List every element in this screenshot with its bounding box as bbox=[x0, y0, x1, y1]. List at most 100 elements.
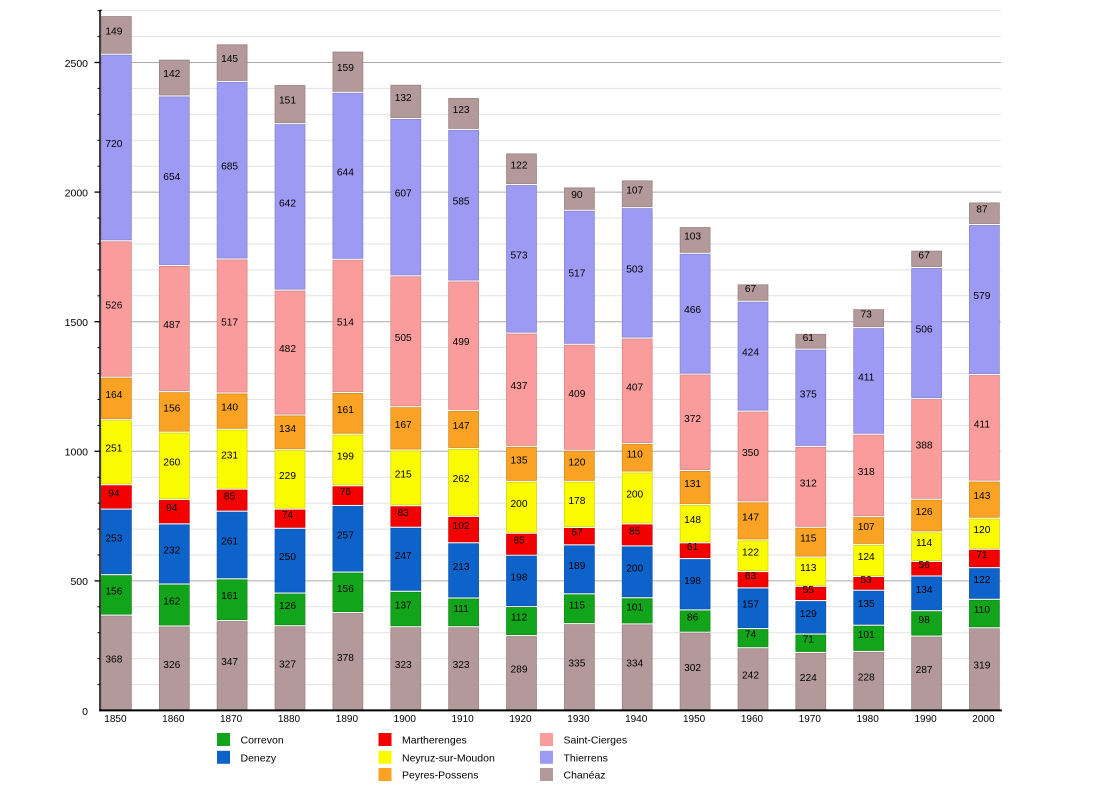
svg-text:654: 654 bbox=[163, 172, 180, 183]
svg-text:120: 120 bbox=[973, 525, 990, 536]
svg-text:1930: 1930 bbox=[567, 714, 590, 725]
svg-text:378: 378 bbox=[337, 653, 354, 664]
svg-text:517: 517 bbox=[568, 269, 585, 280]
svg-text:110: 110 bbox=[627, 449, 644, 460]
svg-text:63: 63 bbox=[745, 571, 757, 582]
svg-text:135: 135 bbox=[511, 455, 528, 466]
svg-text:388: 388 bbox=[916, 441, 933, 452]
svg-text:1000: 1000 bbox=[65, 447, 89, 459]
svg-text:131: 131 bbox=[684, 479, 701, 490]
svg-text:120: 120 bbox=[568, 457, 585, 468]
svg-text:213: 213 bbox=[453, 562, 470, 573]
svg-text:161: 161 bbox=[337, 405, 354, 416]
svg-text:178: 178 bbox=[568, 496, 585, 507]
svg-text:Thierrens: Thierrens bbox=[564, 752, 608, 764]
svg-text:164: 164 bbox=[105, 390, 122, 401]
svg-text:198: 198 bbox=[511, 572, 528, 583]
svg-text:1850: 1850 bbox=[104, 714, 127, 725]
svg-text:579: 579 bbox=[973, 291, 990, 302]
svg-text:156: 156 bbox=[337, 584, 354, 595]
svg-text:67: 67 bbox=[918, 250, 930, 261]
svg-text:199: 199 bbox=[337, 452, 354, 463]
svg-text:312: 312 bbox=[800, 478, 817, 489]
svg-text:61: 61 bbox=[803, 333, 815, 344]
svg-text:107: 107 bbox=[626, 185, 643, 196]
svg-text:1500: 1500 bbox=[65, 317, 89, 329]
svg-text:53: 53 bbox=[861, 575, 873, 586]
svg-text:1980: 1980 bbox=[857, 714, 880, 725]
svg-text:499: 499 bbox=[453, 337, 470, 348]
svg-text:71: 71 bbox=[803, 635, 815, 646]
svg-text:85: 85 bbox=[224, 492, 236, 503]
svg-text:Denezy: Denezy bbox=[241, 752, 277, 764]
svg-text:Martherenges: Martherenges bbox=[402, 735, 467, 747]
svg-text:67: 67 bbox=[571, 528, 583, 539]
svg-text:56: 56 bbox=[918, 560, 930, 571]
svg-text:135: 135 bbox=[858, 599, 875, 610]
svg-text:142: 142 bbox=[163, 69, 180, 80]
svg-text:347: 347 bbox=[221, 657, 238, 668]
svg-text:424: 424 bbox=[742, 348, 759, 359]
svg-text:101: 101 bbox=[626, 602, 643, 613]
svg-text:Peyres-Possens: Peyres-Possens bbox=[402, 770, 478, 782]
svg-text:147: 147 bbox=[453, 421, 470, 432]
svg-text:228: 228 bbox=[858, 673, 875, 684]
svg-text:2500: 2500 bbox=[65, 58, 89, 70]
svg-text:368: 368 bbox=[105, 654, 122, 665]
svg-text:1880: 1880 bbox=[278, 714, 301, 725]
svg-text:411: 411 bbox=[858, 372, 875, 383]
svg-text:Correvon: Correvon bbox=[241, 735, 284, 747]
svg-text:73: 73 bbox=[861, 310, 873, 321]
svg-text:505: 505 bbox=[395, 333, 412, 344]
svg-text:514: 514 bbox=[337, 317, 354, 328]
svg-text:74: 74 bbox=[745, 630, 757, 641]
svg-text:1900: 1900 bbox=[394, 714, 417, 725]
svg-text:94: 94 bbox=[108, 488, 120, 499]
svg-text:156: 156 bbox=[163, 403, 180, 414]
svg-text:411: 411 bbox=[974, 419, 991, 430]
svg-text:1950: 1950 bbox=[683, 714, 706, 725]
svg-text:85: 85 bbox=[629, 526, 641, 537]
svg-text:482: 482 bbox=[279, 344, 296, 355]
svg-text:167: 167 bbox=[395, 420, 412, 431]
svg-text:2000: 2000 bbox=[972, 714, 995, 725]
svg-text:122: 122 bbox=[511, 160, 528, 171]
svg-text:159: 159 bbox=[337, 63, 354, 74]
svg-text:323: 323 bbox=[453, 660, 470, 671]
svg-text:437: 437 bbox=[511, 381, 528, 392]
svg-text:86: 86 bbox=[687, 613, 699, 624]
svg-text:137: 137 bbox=[395, 601, 412, 612]
svg-text:224: 224 bbox=[800, 673, 817, 684]
svg-text:112: 112 bbox=[511, 613, 528, 624]
svg-text:573: 573 bbox=[511, 250, 528, 261]
svg-text:198: 198 bbox=[684, 576, 701, 587]
svg-text:55: 55 bbox=[803, 585, 815, 596]
svg-text:232: 232 bbox=[163, 545, 180, 556]
svg-text:323: 323 bbox=[395, 660, 412, 671]
svg-text:334: 334 bbox=[626, 659, 643, 670]
svg-text:148: 148 bbox=[684, 515, 701, 526]
svg-text:115: 115 bbox=[569, 600, 586, 611]
svg-text:102: 102 bbox=[453, 521, 470, 532]
svg-text:134: 134 bbox=[916, 585, 933, 596]
svg-text:143: 143 bbox=[973, 491, 990, 502]
svg-text:111: 111 bbox=[453, 604, 469, 615]
svg-text:122: 122 bbox=[742, 547, 759, 558]
svg-text:250: 250 bbox=[279, 552, 296, 563]
svg-text:145: 145 bbox=[221, 54, 238, 65]
svg-text:189: 189 bbox=[568, 561, 585, 572]
svg-text:114: 114 bbox=[916, 538, 933, 549]
svg-text:126: 126 bbox=[279, 601, 296, 612]
svg-text:Saint-Cierges: Saint-Cierges bbox=[564, 735, 628, 747]
svg-text:466: 466 bbox=[684, 305, 701, 316]
svg-text:261: 261 bbox=[221, 537, 238, 548]
svg-text:503: 503 bbox=[626, 264, 643, 275]
svg-text:253: 253 bbox=[105, 533, 122, 544]
svg-text:585: 585 bbox=[453, 197, 470, 208]
svg-text:132: 132 bbox=[395, 93, 412, 104]
svg-text:1860: 1860 bbox=[162, 714, 185, 725]
svg-text:1990: 1990 bbox=[914, 714, 937, 725]
svg-text:287: 287 bbox=[916, 665, 933, 676]
svg-text:685: 685 bbox=[221, 162, 238, 173]
svg-text:642: 642 bbox=[279, 198, 296, 209]
